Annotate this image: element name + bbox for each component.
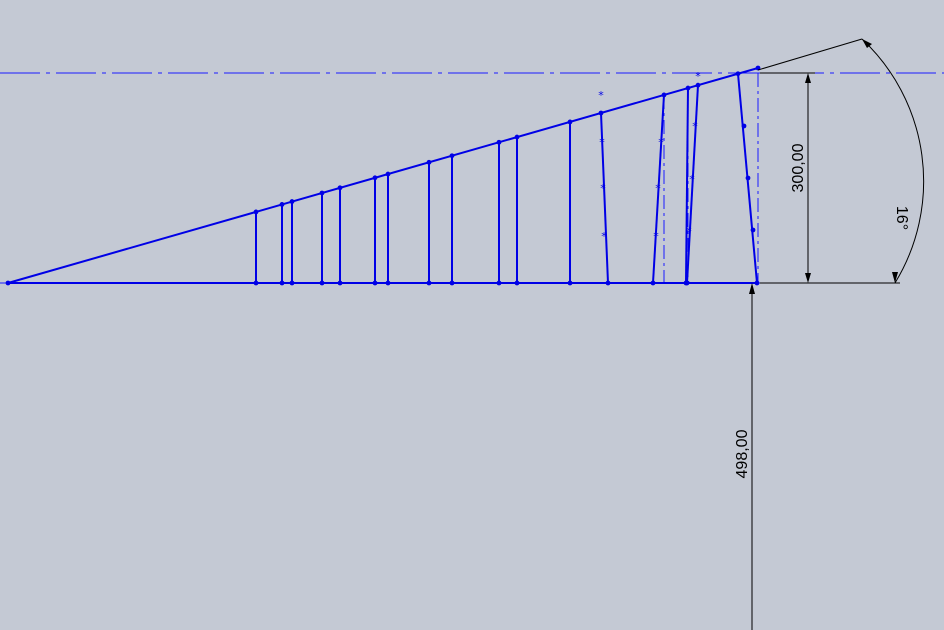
slant-line-3[interactable] xyxy=(685,88,689,284)
sketch-asterisk-icon[interactable]: * xyxy=(658,136,664,149)
sketch-point-icon[interactable] xyxy=(289,199,295,204)
slant-line-2[interactable] xyxy=(652,94,665,284)
dimension-offset-value[interactable]: 498,00 xyxy=(734,429,751,478)
sketch-point-icon[interactable] xyxy=(385,171,391,177)
sketch-asterisk-icon[interactable]: * xyxy=(653,230,659,243)
sketch-asterisk-icon[interactable]: * xyxy=(684,278,690,291)
dimension-height[interactable]: 300,00 xyxy=(760,72,900,284)
sketch-point-icon[interactable] xyxy=(372,280,378,286)
sketch-point-icon[interactable] xyxy=(449,280,455,286)
sketch-point-icon[interactable] xyxy=(750,227,756,233)
sketch-point-icon[interactable] xyxy=(661,92,667,98)
sketch-geometry[interactable]: * * * * * * * * * * * * xyxy=(5,65,761,291)
sketch-point-icon[interactable] xyxy=(289,280,295,286)
sketch-asterisk-icon[interactable]: * xyxy=(689,173,695,186)
dimension-angle-value[interactable]: 16° xyxy=(893,206,910,230)
sketch-point-icon[interactable] xyxy=(5,280,11,286)
sketch-point-icon[interactable] xyxy=(684,280,690,286)
sketch-point-icon[interactable] xyxy=(685,85,691,91)
dimension-offset[interactable]: 498,00 xyxy=(734,283,755,630)
sketch-point-icon[interactable] xyxy=(426,280,432,286)
sketch-asterisk-icon[interactable]: * xyxy=(692,120,698,133)
sketch-point-icon[interactable] xyxy=(695,82,701,88)
sketch-point-icon[interactable] xyxy=(496,139,502,145)
sketch-point-icon[interactable] xyxy=(279,280,285,286)
sketch-point-icon[interactable] xyxy=(754,280,760,286)
sketch-point-icon[interactable] xyxy=(496,280,502,286)
sketch-asterisk-icon[interactable]: * xyxy=(600,182,606,195)
sketch-asterisk-icon[interactable]: * xyxy=(695,70,701,83)
sketch-point-icon[interactable] xyxy=(567,280,573,286)
sketch-point-icon[interactable] xyxy=(253,280,259,286)
sketch-point-icon[interactable] xyxy=(372,175,378,181)
sketch-asterisk-icon[interactable]: * xyxy=(655,182,661,195)
sketch-asterisk-icon[interactable]: * xyxy=(601,230,607,243)
sketch-point-icon[interactable] xyxy=(567,119,573,125)
sketch-point-icon[interactable] xyxy=(385,280,391,286)
sketch-asterisk-icon[interactable]: * xyxy=(598,89,604,102)
sketch-point-icon[interactable] xyxy=(449,153,455,159)
sketch-point-icon[interactable] xyxy=(514,134,520,140)
sketch-point-icon[interactable] xyxy=(598,110,604,116)
sketch-point-icon[interactable] xyxy=(337,280,343,286)
sketch-point-icon[interactable] xyxy=(605,280,611,286)
sketch-point-icon[interactable] xyxy=(319,280,325,286)
sketch-point-icon[interactable] xyxy=(514,280,520,286)
slant-line-4[interactable] xyxy=(686,85,699,284)
sketch-point-icon[interactable] xyxy=(319,190,325,196)
sketch-point-icon[interactable] xyxy=(735,71,741,77)
dimension-angle[interactable]: 16° xyxy=(757,38,925,284)
dimension-height-value[interactable]: 300,00 xyxy=(790,143,807,192)
sketch-point-icon[interactable] xyxy=(745,175,751,181)
hypotenuse-line[interactable] xyxy=(7,67,759,284)
sketch-asterisk-icon[interactable]: * xyxy=(686,225,692,238)
sketch-point-icon[interactable] xyxy=(253,209,259,215)
sketch-point-icon[interactable] xyxy=(337,185,343,191)
slant-line-1[interactable] xyxy=(600,112,609,284)
sketch-point-icon[interactable] xyxy=(279,202,285,207)
sketch-point-icon[interactable] xyxy=(426,159,432,165)
sketch-point-icon[interactable] xyxy=(741,123,747,129)
sketch-point-icon[interactable] xyxy=(650,280,656,286)
sketch-asterisk-icon[interactable]: * xyxy=(599,136,605,149)
